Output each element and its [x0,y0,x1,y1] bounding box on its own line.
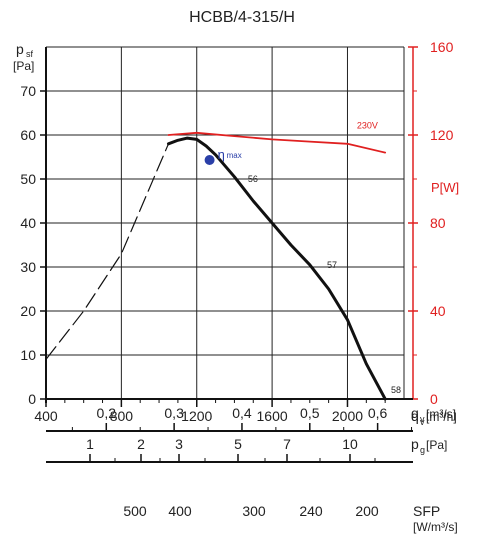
x-axis-label: q [411,408,419,424]
scale-tick-label: 5 [234,436,242,452]
left-tick-label: 70 [20,83,36,99]
right-axis-label: P[W] [431,180,459,195]
right-tick-label: 120 [430,127,454,143]
scale-tick-label: 300 [242,503,266,519]
scale-1-unit: [Pa] [426,438,447,452]
left-tick-label: 50 [20,171,36,187]
right-tick-label: 160 [430,39,454,55]
eta-max-label: η [218,147,225,162]
scale-tick-label: 200 [355,503,379,519]
left-tick-label: 10 [20,347,36,363]
pressure-curve-stall [45,143,170,360]
scale-tick-label: 10 [342,436,358,452]
scale-tick-label: 400 [168,503,192,519]
voltage-label: 230V [357,120,378,130]
eta-max-point [204,155,215,165]
left-tick-label: 40 [20,215,36,231]
scale-0-label: q [411,405,419,421]
secondary-scales: 0,2 0,3 0,4 0,5 0,6 q v [m³/s] 1 2 3 5 7 10 p g [Pa] 500 4… [46,405,458,534]
left-y-axis: 0 10 20 30 40 50 60 70 p sf[Pa] [13,41,47,407]
series [45,131,387,401]
left-tick-label: 0 [28,391,36,407]
left-tick-label: 20 [20,303,36,319]
x-tick-label: 400 [34,408,58,424]
power-curve [167,131,387,154]
x-tick-label: 2000 [332,408,363,424]
scale-1-label-subscript: g [420,445,425,455]
efficiency-label: 58 [391,385,401,395]
x-tick-label: 1600 [257,408,288,424]
right-tick-label: 80 [430,215,446,231]
scale-tick-label: 0,2 [97,405,117,421]
scale-tick-label: 3 [175,436,183,452]
scale-0-unit: [m³/s] [426,407,456,421]
scale-tick-label: 0,6 [368,405,388,421]
efficiency-label: 56 [248,174,258,184]
annotations: η max 56 57 58 230V [204,120,401,395]
efficiency-label: 57 [327,260,337,270]
left-axis-label: p [16,41,24,57]
x-axis-unit: [m³/h] [426,410,457,424]
left-axis-unit: [Pa] [13,59,34,73]
scale-tick-label: 240 [299,503,323,519]
eta-max-subscript: max [227,151,242,160]
pressure-curve [166,136,387,401]
scale-1-label: p [411,436,419,452]
chart-title: HCBB/4-315/H [189,9,295,26]
sfp-unit: [W/m³/s] [413,520,458,534]
right-tick-label: 40 [430,303,446,319]
scale-tick-label: 0,3 [164,405,184,421]
x-tick-label: 1200 [181,408,212,424]
scale-tick-label: 0,4 [232,405,252,421]
scale-0-label-subscript: v [420,414,425,424]
x-axis-label-subscript: v [420,417,425,427]
scale-tick-label: 7 [283,436,291,452]
scale-tick-label: 2 [137,436,145,452]
left-tick-label: 30 [20,259,36,275]
right-tick-label: 0 [430,391,438,407]
scale-tick-label: 500 [123,503,147,519]
left-tick-label: 60 [20,127,36,143]
right-y-axis: 0 40 80 120 160 P[W] [408,39,459,407]
x-tick-label: 800 [110,408,134,424]
scale-tick-label: 1 [86,436,94,452]
left-axis-label-subscript: sf [26,49,34,59]
grid [46,46,405,400]
sfp-label: SFP [413,503,440,519]
scale-tick-label: 0,5 [300,405,320,421]
x-axis: 400 800 1200 1600 2000 q v [m³/h] [34,398,457,427]
